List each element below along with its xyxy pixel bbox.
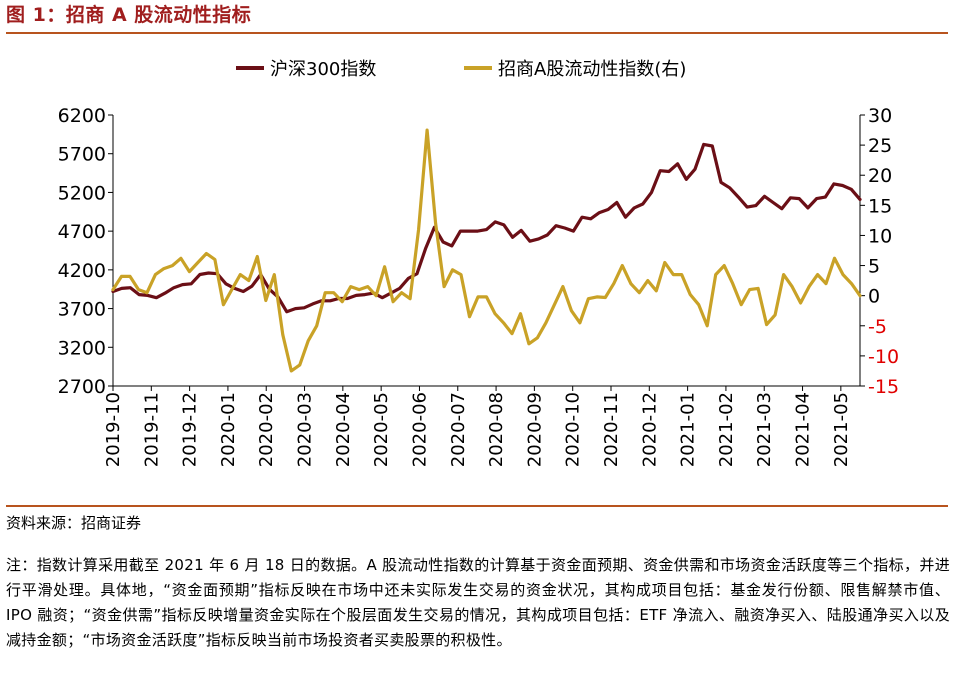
legend-label-hs300: 沪深300指数 [270,59,376,80]
liquidity-line [111,128,862,373]
right-tick-label: 20 [868,165,892,187]
x-tick-label: 2021-01 [678,392,699,467]
x-tick-label: 2020-11 [601,392,622,467]
legend-label-liquidity: 招商A股流动性指数(右) [498,59,686,80]
x-tick-label: 2021-02 [716,392,737,467]
x-tick-label: 2020-02 [256,392,277,467]
x-tick-label: 2021-03 [754,392,775,467]
x-tick-label: 2021-04 [793,392,814,467]
left-tick-label: 2700 [58,376,106,398]
x-tick-label: 2020-10 [563,392,584,467]
left-tick-label: 5700 [58,144,106,166]
left-tick-label: 3200 [58,337,106,359]
source-text: 资料来源：招商证券 [6,514,142,532]
right-tick-label: 15 [868,195,892,217]
right-tick-label: 30 [868,105,892,127]
x-tick-label: 2019-10 [103,392,124,467]
right-tick-label: 0 [868,286,880,308]
x-tick-label: 2020-03 [295,392,316,467]
x-tick-label: 2020-06 [409,392,430,467]
chart-legend: 沪深300指数 招商A股流动性指数(右) [236,59,686,80]
x-tick-label: 2020-08 [486,392,507,467]
x-tick-label: 2021-05 [831,392,852,467]
x-tick-label: 2020-12 [639,392,660,467]
left-tick-label: 4700 [58,221,106,243]
right-tick-label: -5 [868,316,887,338]
line-chart: 沪深300指数 招商A股流动性指数(右) 6200570052004700420… [58,59,899,467]
series-layer [111,128,862,373]
figure-note: 注：指数计算采用截至 2021 年 6 月 18 日的数据。A 股流动性指数的计… [6,556,950,649]
right-tick-label: 10 [868,225,892,247]
right-tick-label: -10 [868,346,899,368]
chart-axes [112,115,861,387]
source-rule [6,505,948,507]
left-tick-label: 3700 [58,299,106,321]
left-tick-label: 5200 [58,182,106,204]
left-axis-ticks: 6200 5700 5200 4700 4200 3700 3200 2700 [58,105,113,398]
x-tick-label: 2020-09 [524,392,545,467]
left-tick-label: 4200 [58,260,106,282]
left-tick-label: 6200 [58,105,106,127]
x-tick-label: 2020-05 [371,392,392,467]
x-tick-label: 2019-11 [141,392,162,467]
x-tick-label: 2020-07 [448,392,469,467]
hs300-line [111,142,862,314]
right-tick-label: 25 [868,135,892,157]
figure-title: 图 1：招商 A 股流动性指标 [6,4,252,26]
right-tick-label: -15 [868,376,899,398]
right-tick-label: 5 [868,256,880,278]
x-tick-label: 2019-12 [180,392,201,467]
x-tick-label: 2020-01 [218,392,239,467]
x-tick-label: 2020-04 [333,392,354,467]
title-rule [6,32,948,34]
right-axis-ticks: 30 25 20 15 10 5 0 -5 -10 -15 [860,105,899,398]
x-axis-ticks: 2019-10 2019-11 2019-12 2020-01 2020-02 2020-… [103,386,852,467]
